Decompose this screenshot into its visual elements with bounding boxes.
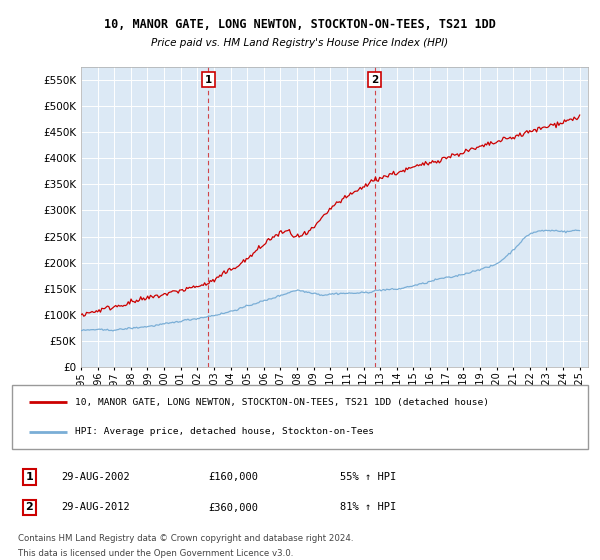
Text: Price paid vs. HM Land Registry's House Price Index (HPI): Price paid vs. HM Land Registry's House … [151,38,449,48]
Text: 1: 1 [205,74,212,85]
Text: 10, MANOR GATE, LONG NEWTON, STOCKTON-ON-TEES, TS21 1DD: 10, MANOR GATE, LONG NEWTON, STOCKTON-ON… [104,18,496,31]
Text: This data is licensed under the Open Government Licence v3.0.: This data is licensed under the Open Gov… [18,549,293,558]
Text: Contains HM Land Registry data © Crown copyright and database right 2024.: Contains HM Land Registry data © Crown c… [18,534,353,543]
Text: HPI: Average price, detached house, Stockton-on-Tees: HPI: Average price, detached house, Stoc… [76,427,374,436]
Text: 2: 2 [25,502,33,512]
Text: 29-AUG-2012: 29-AUG-2012 [61,502,130,512]
FancyBboxPatch shape [12,385,588,450]
Text: 29-AUG-2002: 29-AUG-2002 [61,472,130,482]
Text: 1: 1 [25,472,33,482]
Text: 81% ↑ HPI: 81% ↑ HPI [340,502,397,512]
Text: 2: 2 [371,74,379,85]
Text: 10, MANOR GATE, LONG NEWTON, STOCKTON-ON-TEES, TS21 1DD (detached house): 10, MANOR GATE, LONG NEWTON, STOCKTON-ON… [76,398,490,407]
Text: £160,000: £160,000 [208,472,258,482]
Text: £360,000: £360,000 [208,502,258,512]
Text: 55% ↑ HPI: 55% ↑ HPI [340,472,397,482]
